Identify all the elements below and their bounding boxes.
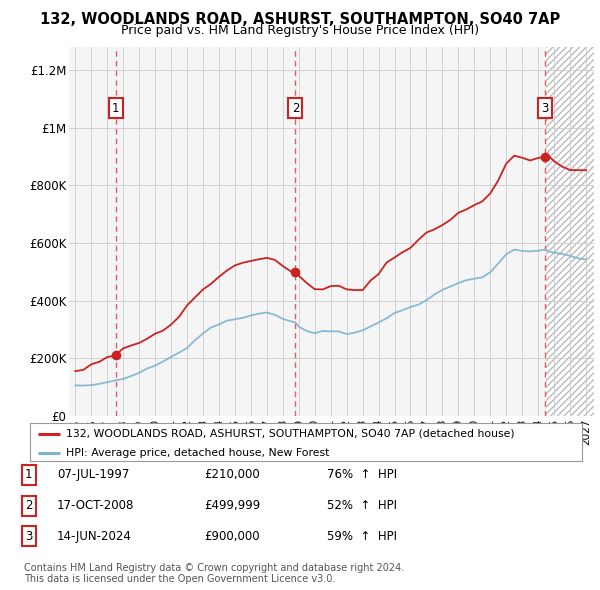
Text: This data is licensed under the Open Government Licence v3.0.: This data is licensed under the Open Gov…	[24, 574, 335, 584]
Text: 2: 2	[292, 101, 299, 114]
Text: £499,999: £499,999	[204, 499, 260, 512]
Text: 17-OCT-2008: 17-OCT-2008	[57, 499, 134, 512]
Text: 07-JUL-1997: 07-JUL-1997	[57, 468, 130, 481]
Text: 1: 1	[25, 468, 32, 481]
Text: 59%  ↑  HPI: 59% ↑ HPI	[327, 530, 397, 543]
Text: HPI: Average price, detached house, New Forest: HPI: Average price, detached house, New …	[66, 448, 329, 458]
Text: 1: 1	[112, 101, 119, 114]
Text: 132, WOODLANDS ROAD, ASHURST, SOUTHAMPTON, SO40 7AP: 132, WOODLANDS ROAD, ASHURST, SOUTHAMPTO…	[40, 12, 560, 27]
Text: Price paid vs. HM Land Registry's House Price Index (HPI): Price paid vs. HM Land Registry's House …	[121, 24, 479, 37]
Text: Contains HM Land Registry data © Crown copyright and database right 2024.: Contains HM Land Registry data © Crown c…	[24, 563, 404, 573]
Text: 14-JUN-2024: 14-JUN-2024	[57, 530, 132, 543]
Text: 76%  ↑  HPI: 76% ↑ HPI	[327, 468, 397, 481]
Text: 132, WOODLANDS ROAD, ASHURST, SOUTHAMPTON, SO40 7AP (detached house): 132, WOODLANDS ROAD, ASHURST, SOUTHAMPTO…	[66, 429, 515, 439]
Text: 52%  ↑  HPI: 52% ↑ HPI	[327, 499, 397, 512]
Text: 3: 3	[25, 530, 32, 543]
Text: 2: 2	[25, 499, 32, 512]
Text: 3: 3	[542, 101, 549, 114]
Text: £210,000: £210,000	[204, 468, 260, 481]
Text: £900,000: £900,000	[204, 530, 260, 543]
